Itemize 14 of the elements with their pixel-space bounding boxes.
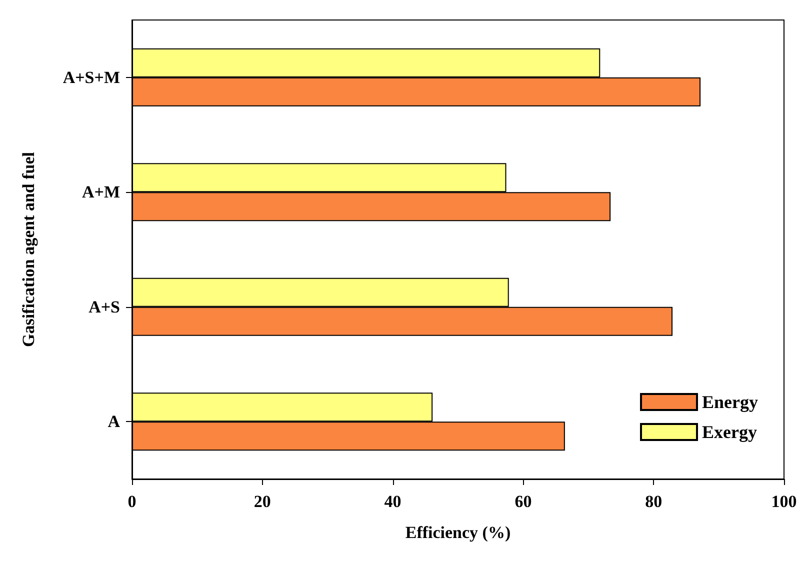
legend-label: Exergy	[702, 422, 757, 442]
y-axis-title: Gasification agent and fuel	[19, 152, 38, 348]
x-axis-title: Efficiency (%)	[405, 523, 511, 542]
y-tick-label: A+S+M	[62, 68, 120, 87]
legend-label: Energy	[702, 392, 758, 412]
x-tick-label: 20	[254, 492, 271, 511]
y-tick-label: A	[108, 412, 121, 432]
y-tick-label: A+M	[82, 182, 120, 202]
x-tick-label: 0	[128, 492, 136, 511]
y-tick-label: A+S	[88, 297, 120, 316]
x-tick-label: 80	[645, 492, 662, 511]
x-tick-label: 60	[514, 492, 532, 511]
x-tick-label: 40	[384, 492, 402, 511]
x-tick-label: 100	[771, 492, 797, 511]
